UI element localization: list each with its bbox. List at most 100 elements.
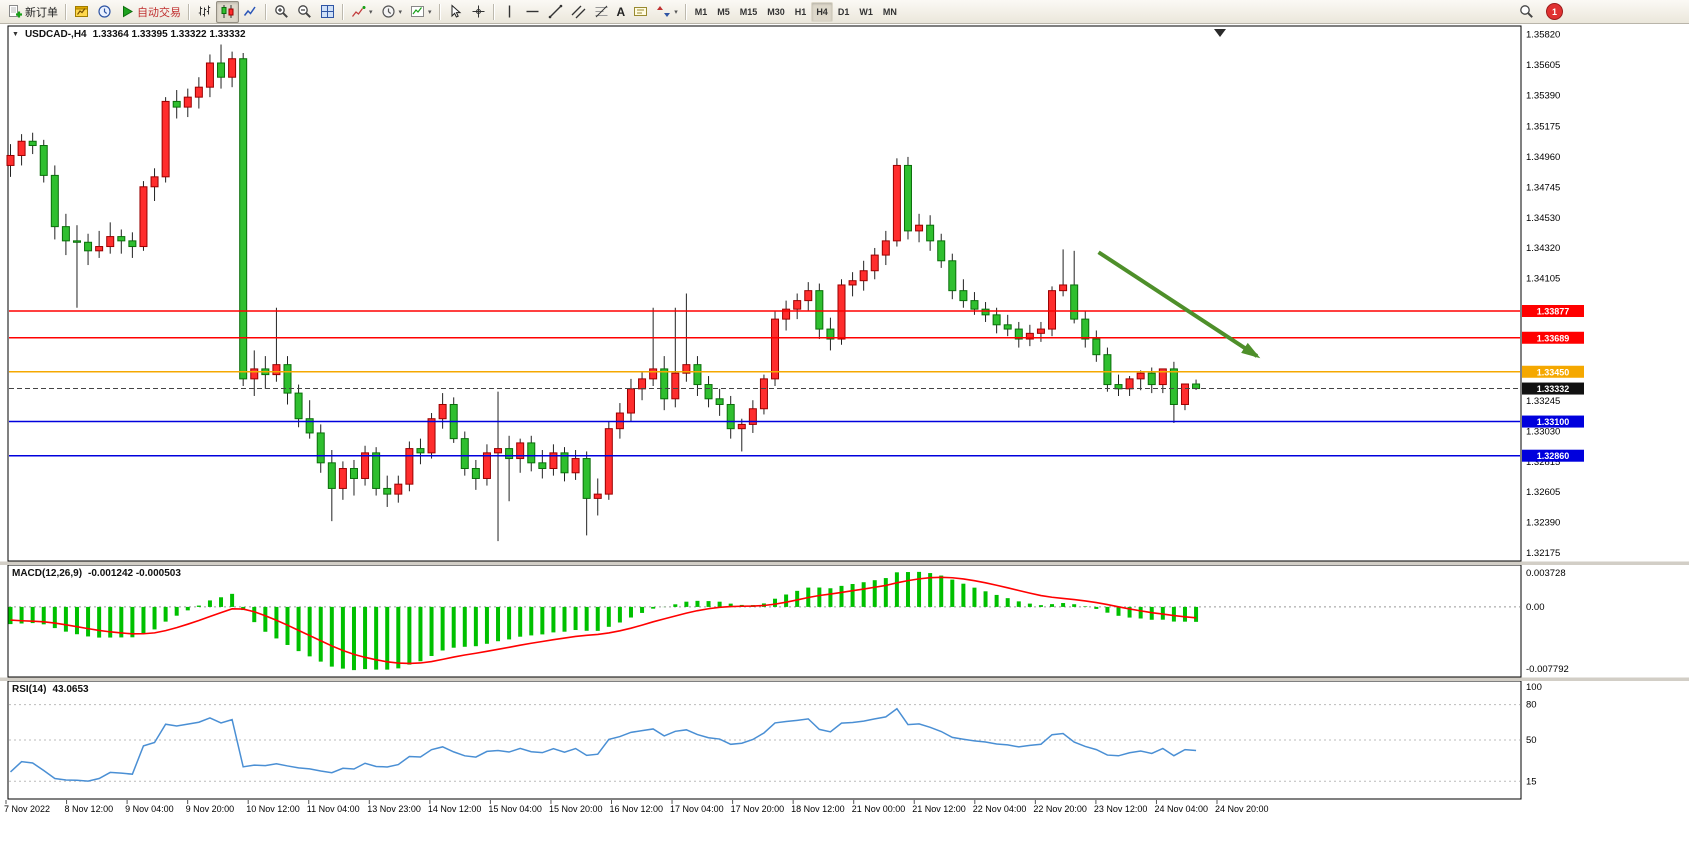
candle-body [1048,290,1057,330]
chart-header: ▼ USDCAD-,H4 1.33364 1.33395 1.33322 1.3… [12,29,246,40]
time-axis-label: 22 Nov 04:00 [973,804,1027,814]
price-tick-label: 1.32390 [1526,518,1560,529]
price-badge [1522,365,1584,378]
candle-body [106,236,115,248]
timeframe-m15-button[interactable]: M15 [739,6,758,17]
main-chart-panel[interactable] [7,25,1522,562]
candle-body [471,468,480,479]
search-button[interactable] [1515,1,1538,23]
timeframe-m1-button[interactable]: M1 [694,6,708,17]
timeframe-d1-button[interactable]: D1 [837,6,850,17]
price-badge [1522,449,1584,462]
bar-chart-button[interactable] [193,1,216,23]
fibonacci-button[interactable] [590,1,613,23]
time-axis-label: 17 Nov 04:00 [670,804,724,814]
ohlc-collapse-icon[interactable]: ▼ [12,31,19,38]
candle-body [28,140,37,147]
templates-button[interactable]: ▾ [406,1,436,23]
charts-profile-button[interactable] [70,1,93,23]
candle-body [50,174,59,228]
chart-shift-marker-icon[interactable] [1214,29,1226,37]
candle-body [1081,318,1090,340]
symbol-period-label: USDCAD-,H4 [24,29,87,40]
autotrading-play-icon [123,5,133,18]
periods-button[interactable]: ▾ [377,1,407,23]
time-axis-label: 21 Nov 12:00 [912,804,966,814]
candle-body [748,408,757,425]
rsi-axis-label: 100 [1526,682,1542,693]
line-chart-icon [243,6,256,16]
price-tick-label: 1.35175 [1526,121,1560,132]
candle-body [183,96,192,108]
tile-windows-button[interactable] [316,1,339,23]
bearish-arrow-head [1241,342,1261,359]
candle-body [1192,383,1201,390]
time-axis-label: 11 Nov 04:00 [307,804,360,814]
market-watch-button[interactable] [93,1,116,23]
timeframe-h1-button[interactable]: H1 [794,6,807,17]
autotrading-button[interactable]: 自动交易 [116,1,185,23]
candle-body [17,140,26,156]
trendline-button[interactable] [544,1,567,23]
candle-body [172,100,181,108]
time-axis-label: 24 Nov 04:00 [1154,804,1208,814]
time-axis-label: 9 Nov 20:00 [186,804,235,814]
crosshair-button[interactable] [467,1,490,23]
candle-body [349,468,358,479]
horizontal-line-button[interactable] [521,1,544,23]
candle-body [848,280,857,286]
notification-badge[interactable]: 1 [1546,3,1563,20]
bearish-arrow-line[interactable] [1097,250,1259,358]
candle-body [660,368,669,400]
candlestick-chart-button[interactable] [216,0,239,23]
candle-body [937,240,946,262]
candle-body [1092,338,1101,356]
macd-panel[interactable] [7,564,1522,678]
timeframe-mn-button[interactable]: MN [882,6,897,17]
text-button[interactable]: A [613,1,630,23]
time-axis-label: 18 Nov 12:00 [791,804,845,814]
rsi-axis-label: 15 [1526,776,1537,787]
toolbar: 新订单 自动交易 ▾ ▾ ▾ [0,0,1689,24]
price-tick-label: 1.32605 [1526,487,1560,498]
arrows-button[interactable]: ▾ [652,1,682,23]
candle-body [39,145,48,176]
price-tick-label: 1.34745 [1526,182,1560,193]
timeframe-h4-button[interactable]: H4 [811,1,833,22]
timeframe-m5-button[interactable]: M5 [717,6,730,17]
candle-body [959,290,968,302]
time-axis-label: 15 Nov 20:00 [549,804,603,814]
rsi-axis-label: 50 [1526,735,1537,746]
candle-body [693,364,702,386]
vertical-line-button[interactable] [498,1,521,23]
line-chart-button[interactable] [239,1,262,23]
price-badge-label: 1.33877 [1537,307,1570,317]
channel-button[interactable] [567,1,590,23]
zoom-out-button[interactable] [293,1,316,23]
candle-body [61,226,70,242]
candle-body [6,154,15,166]
candle-body [194,86,203,98]
time-axis-label: 16 Nov 12:00 [610,804,664,814]
text-label-button[interactable] [629,1,652,23]
new-order-button[interactable]: 新订单 [4,1,62,23]
market-watch-clock-icon [98,5,111,18]
timeframe-w1-button[interactable]: W1 [859,6,873,17]
zoom-in-button[interactable] [270,1,293,23]
time-axis-label: 9 Nov 04:00 [125,804,174,814]
cursor-button[interactable] [444,1,467,23]
panel-splitter[interactable] [0,561,1689,566]
candle-body [992,314,1001,326]
price-badge-label: 1.33100 [1537,417,1570,427]
candle-body [228,58,237,78]
toolbar-separator [438,3,441,20]
timeframe-m30-button[interactable]: M30 [767,6,785,17]
candle-body [859,270,868,282]
indicators-button[interactable]: ▾ [347,1,377,23]
candle-body [826,328,835,340]
panel-splitter[interactable] [0,677,1689,682]
zoom-in-icon [275,5,288,18]
macd-name-label: MACD(12,26,9) [12,568,83,579]
candle-body [970,300,979,310]
